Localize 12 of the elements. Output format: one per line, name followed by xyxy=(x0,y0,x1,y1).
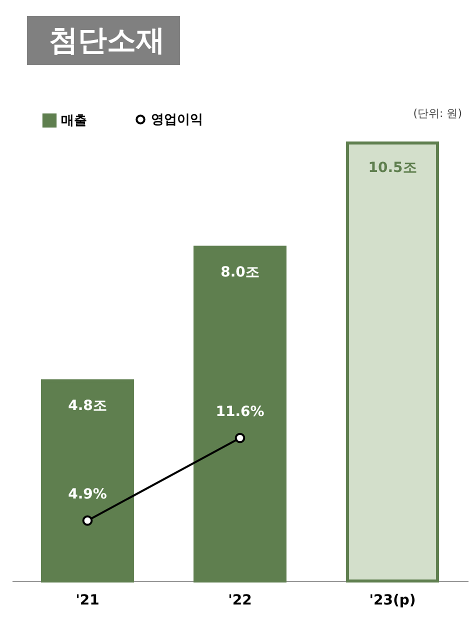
x-tick-label: '23(p) xyxy=(369,592,416,608)
legend-label: 매출 xyxy=(61,114,87,128)
chart-title: 첨단소재 xyxy=(27,16,180,65)
data-label: 11.6% xyxy=(216,404,264,420)
data-label: 4.9% xyxy=(68,486,107,503)
text: (단위: 원) xyxy=(413,106,462,121)
x-tick-label: '22 xyxy=(228,592,252,608)
data-label: 4.8조 xyxy=(68,398,107,414)
data-label: 8.0조 xyxy=(220,264,260,280)
legend-label: 영업이익 xyxy=(151,112,203,128)
x-tick-label: '21 xyxy=(76,592,100,608)
data-label: 10.5조 xyxy=(368,160,417,176)
